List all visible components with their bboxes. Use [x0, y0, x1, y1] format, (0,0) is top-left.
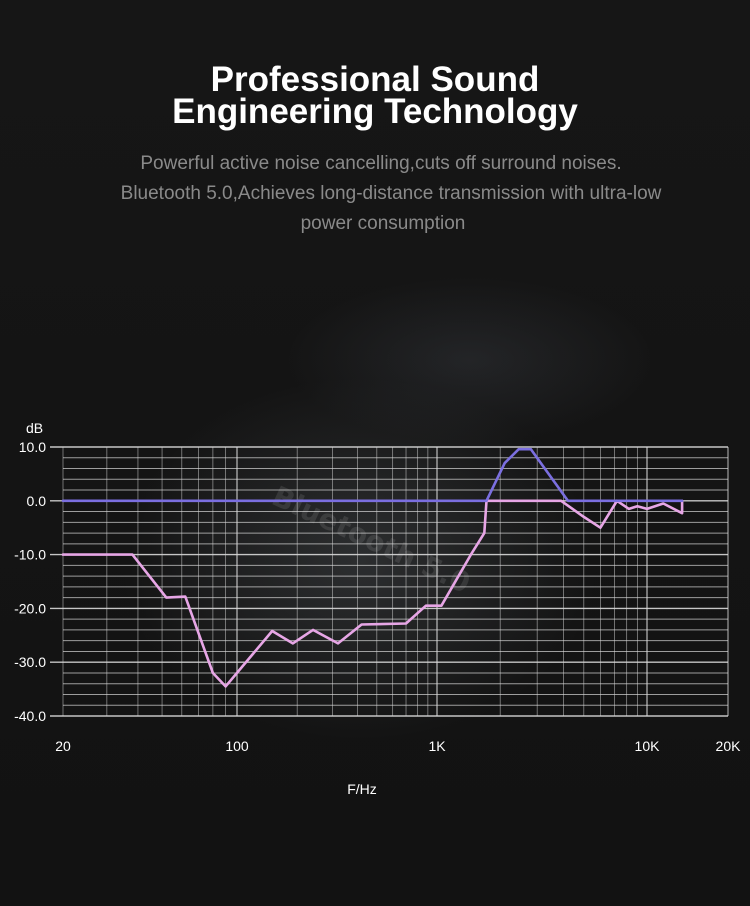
y-axis-label: dB: [26, 420, 43, 436]
chip-marking: Bluetooth 5.0: [267, 479, 475, 600]
subtitle-line2: Bluetooth 5.0,Achieves long-distance tra…: [120, 183, 662, 204]
y-tick-label: 0.0: [27, 493, 47, 509]
y-tick-label: -20.0: [14, 600, 46, 616]
x-tick-label: 1K: [428, 738, 446, 754]
series-line-purple: [61, 447, 684, 503]
x-tick-label: 10K: [635, 738, 661, 754]
y-tick-label: 10.0: [19, 439, 46, 455]
axes: 10.0 0.0 -10.0 -20.0 -30.0 -40.0 20 100 1K 10K 20K: [14, 439, 741, 754]
x-tick-label: 20K: [716, 738, 742, 754]
x-tick-label: 100: [225, 738, 249, 754]
y-tick-label: -40.0: [14, 708, 46, 724]
y-tick-label: -30.0: [14, 654, 46, 670]
page-title-line1: Professional Sound: [210, 60, 540, 99]
y-tick-label: -10.0: [14, 547, 46, 563]
series: [61, 447, 684, 688]
subtitle-line3: power consumption: [300, 213, 466, 234]
series-line-pink: [61, 499, 684, 688]
page-title-line2: Engineering Technology: [172, 92, 578, 131]
x-tick-label: 20: [55, 738, 71, 754]
x-axis-label: F/Hz: [347, 781, 377, 797]
subtitle-line1: Powerful active noise cancelling,cuts of…: [140, 153, 622, 174]
grid: [50, 446, 729, 717]
